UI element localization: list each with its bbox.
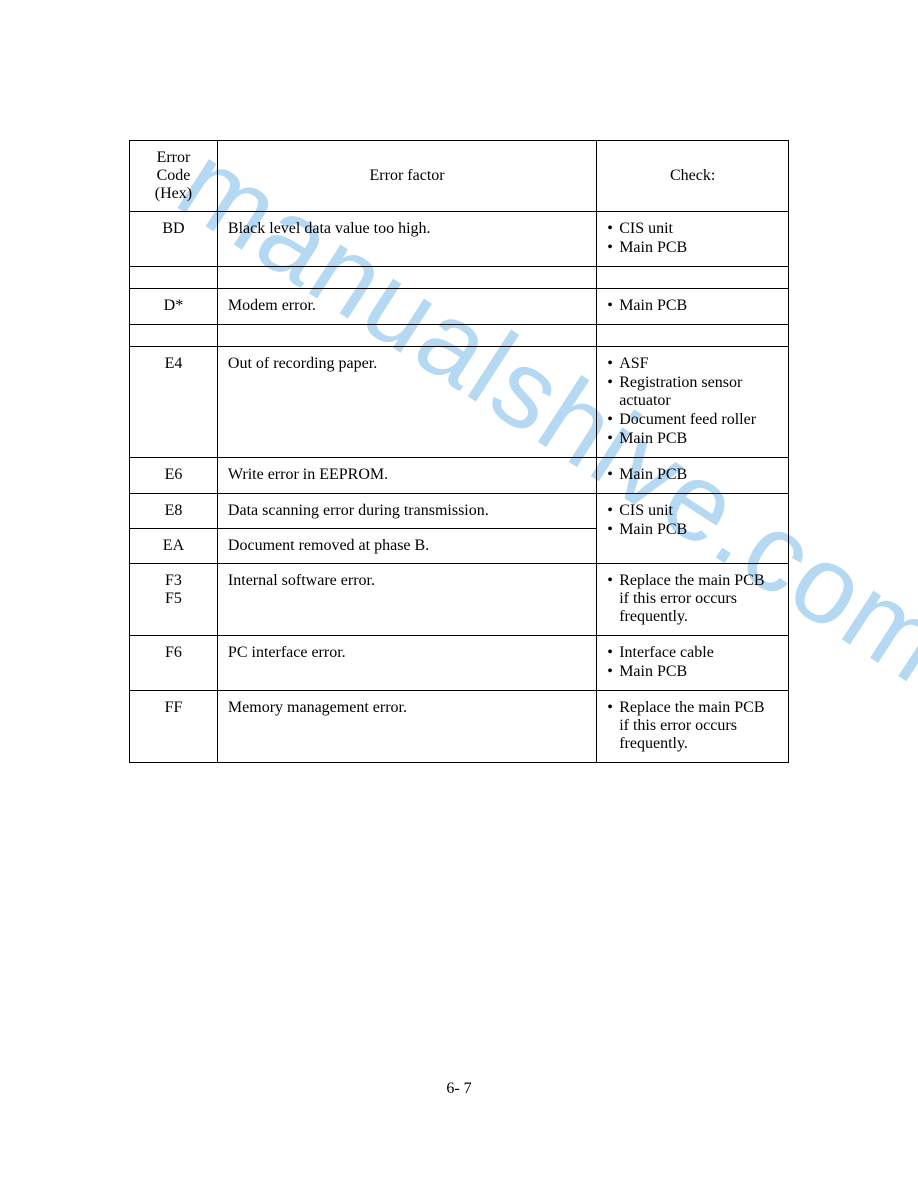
check-cell: Replace the main PCB if this error occur… (597, 564, 789, 636)
check-item: Main PCB (607, 466, 778, 484)
table-row: F6 PC interface error. Interface cable M… (130, 636, 789, 691)
check-item: CIS unit (607, 502, 778, 520)
code-cell: FF (130, 691, 218, 763)
empty-cell (217, 325, 596, 347)
factor-cell: Internal software error. (217, 564, 596, 636)
code-cell: BD (130, 212, 218, 267)
check-list: CIS unit Main PCB (607, 220, 778, 257)
table-row: E8 Data scanning error during transmissi… (130, 494, 789, 529)
table-row: FF Memory management error. Replace the … (130, 691, 789, 763)
code-cell: E6 (130, 458, 218, 494)
check-item: Main PCB (607, 239, 778, 257)
check-item: Replace the main PCB if this error occur… (607, 699, 778, 753)
factor-cell: Out of recording paper. (217, 347, 596, 458)
check-cell: CIS unit Main PCB (597, 494, 789, 564)
page-number: 6- 7 (0, 1080, 918, 1098)
error-code-table: Error Code(Hex) Error factor Check: BD B… (129, 140, 789, 763)
check-item: Interface cable (607, 644, 778, 662)
table-row: BD Black level data value too high. CIS … (130, 212, 789, 267)
check-list: Replace the main PCB if this error occur… (607, 572, 778, 626)
page-container: manualshive.com Error Code(Hex) Error fa… (0, 0, 918, 1188)
empty-cell (130, 325, 218, 347)
check-item: Main PCB (607, 663, 778, 681)
factor-cell: PC interface error. (217, 636, 596, 691)
table-row-empty (130, 267, 789, 289)
empty-cell (217, 267, 596, 289)
check-item: Main PCB (607, 521, 778, 539)
check-item: ASF (607, 355, 778, 373)
table-row: D* Modem error. Main PCB (130, 289, 789, 325)
check-item: Main PCB (607, 430, 778, 448)
check-cell: Main PCB (597, 458, 789, 494)
empty-cell (130, 267, 218, 289)
factor-cell: Write error in EEPROM. (217, 458, 596, 494)
check-item: Document feed roller (607, 411, 778, 429)
check-list: Replace the main PCB if this error occur… (607, 699, 778, 753)
code-cell: EA (130, 529, 218, 564)
factor-cell: Black level data value too high. (217, 212, 596, 267)
factor-cell: Modem error. (217, 289, 596, 325)
header-error-factor: Error factor (217, 141, 596, 212)
header-check: Check: (597, 141, 789, 212)
table-header-row: Error Code(Hex) Error factor Check: (130, 141, 789, 212)
table-row: E4 Out of recording paper. ASF Registrat… (130, 347, 789, 458)
check-list: Interface cable Main PCB (607, 644, 778, 681)
empty-cell (597, 325, 789, 347)
table-row: F3 F5 Internal software error. Replace t… (130, 564, 789, 636)
check-list: Main PCB (607, 466, 778, 484)
code-cell: F6 (130, 636, 218, 691)
table-body: BD Black level data value too high. CIS … (130, 212, 789, 763)
code-cell: D* (130, 289, 218, 325)
header-error-code: Error Code(Hex) (130, 141, 218, 212)
table-row-empty (130, 325, 789, 347)
factor-cell: Memory management error. (217, 691, 596, 763)
check-cell: CIS unit Main PCB (597, 212, 789, 267)
check-list: CIS unit Main PCB (607, 502, 778, 539)
check-cell: ASF Registration sensor actuator Documen… (597, 347, 789, 458)
empty-cell (597, 267, 789, 289)
check-cell: Interface cable Main PCB (597, 636, 789, 691)
check-item: Replace the main PCB if this error occur… (607, 572, 778, 626)
factor-cell: Data scanning error during transmission. (217, 494, 596, 529)
check-item: Registration sensor actuator (607, 374, 778, 410)
table-row: E6 Write error in EEPROM. Main PCB (130, 458, 789, 494)
check-item: CIS unit (607, 220, 778, 238)
factor-cell: Document removed at phase B. (217, 529, 596, 564)
code-cell: F3 F5 (130, 564, 218, 636)
code-cell: E4 (130, 347, 218, 458)
code-cell: E8 (130, 494, 218, 529)
check-item: Main PCB (607, 297, 778, 315)
check-cell: Main PCB (597, 289, 789, 325)
check-list: Main PCB (607, 297, 778, 315)
check-cell: Replace the main PCB if this error occur… (597, 691, 789, 763)
check-list: ASF Registration sensor actuator Documen… (607, 355, 778, 448)
